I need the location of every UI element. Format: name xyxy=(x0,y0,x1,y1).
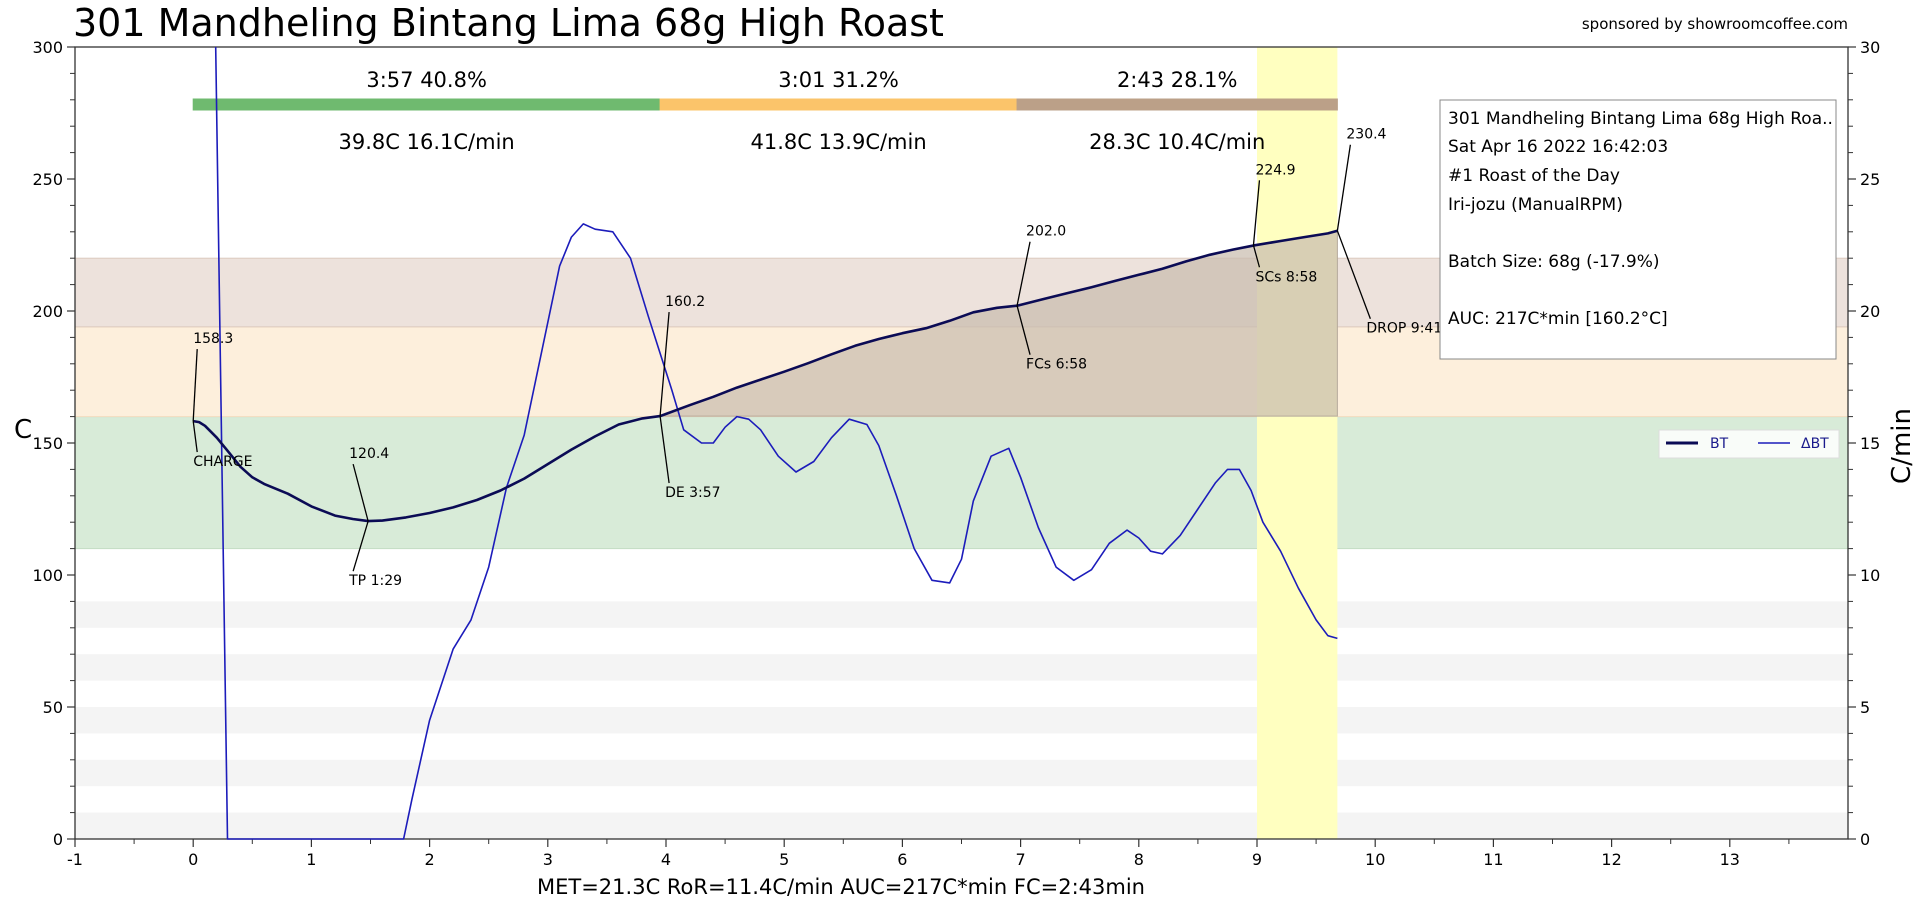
y2-tick-label: 0 xyxy=(1860,830,1870,849)
info-line-auc: AUC: 217C*min [160.2°C] xyxy=(1448,309,1668,329)
annotation-value: 120.4 xyxy=(349,446,389,462)
x-tick-label: -1 xyxy=(67,850,83,869)
chart-title: 301 Mandheling Bintang Lima 68g High Roa… xyxy=(73,1,944,45)
y-tick-label: 250 xyxy=(32,170,63,189)
y-tick-label: 200 xyxy=(32,302,63,321)
annotation-event: SCs 8:58 xyxy=(1255,269,1317,285)
phase-bar-maillard xyxy=(659,98,1018,111)
info-box-frame xyxy=(1439,99,1837,360)
drop-window-highlight xyxy=(1257,47,1338,839)
annotation-connector xyxy=(659,415,670,484)
x-tick-label: 7 xyxy=(1016,850,1026,869)
legend: BT ΔBT xyxy=(1658,429,1840,459)
x-tick-label: 10 xyxy=(1365,850,1385,869)
annotation-value: 230.4 xyxy=(1346,127,1386,143)
phase-time-label-development: 2:43 28.1% xyxy=(1117,68,1238,92)
y2-tick-label: 15 xyxy=(1860,434,1880,453)
x-axis: -1 0 1 2 3 4 5 6 7 8 9 10 11 12 13 xyxy=(67,839,1790,869)
y-tick-label: 300 xyxy=(32,38,63,57)
y-axis-title: C xyxy=(14,415,32,445)
annotation-connector xyxy=(1336,230,1371,319)
y2-tick-label: 20 xyxy=(1860,302,1880,321)
info-line-date: Sat Apr 16 2022 16:42:03 xyxy=(1448,137,1668,157)
info-box: 301 Mandheling Bintang Lima 68g High Roa… xyxy=(1439,99,1837,360)
x-tick-label: 13 xyxy=(1720,850,1740,869)
annotation-value: 160.2 xyxy=(665,294,705,310)
annotation-connector xyxy=(192,421,198,453)
phase-stats-label-maillard: 41.8C 13.9C/min xyxy=(750,130,926,154)
phase-bar-drying xyxy=(192,98,661,111)
x-tick-label: 1 xyxy=(306,850,316,869)
legend-bt-label: BT xyxy=(1710,436,1729,452)
y-axis-right: 0 5 10 15 20 25 30 xyxy=(1848,38,1880,849)
x-tick-label: 5 xyxy=(779,850,789,869)
y2-axis-title: C/min xyxy=(1887,408,1917,484)
x-tick-label: 3 xyxy=(543,850,553,869)
background-stripe xyxy=(75,759,1848,787)
annotation-event: TP 1:29 xyxy=(348,573,402,589)
annotation-connector xyxy=(659,312,670,417)
phase-bar: 3:57 40.8% 39.8C 16.1C/min 3:01 31.2% 41.8C… xyxy=(192,68,1338,154)
x-tick-label: 6 xyxy=(897,850,907,869)
x-tick-label: 0 xyxy=(188,850,198,869)
y2-tick-label: 30 xyxy=(1860,38,1880,57)
x-tick-label: 8 xyxy=(1134,850,1144,869)
annotation-connector xyxy=(1252,180,1261,246)
annotation-event: CHARGE xyxy=(193,454,252,470)
phase-time-label-maillard: 3:01 31.2% xyxy=(778,68,899,92)
bt-line xyxy=(192,229,1338,523)
background-stripe xyxy=(75,812,1848,839)
background-stripe xyxy=(75,601,1848,628)
annotation-event: DE 3:57 xyxy=(665,485,721,501)
y-axis-left: 0 50 100 150 200 250 300 xyxy=(32,38,75,849)
legend-delta-bt-label: ΔBT xyxy=(1801,436,1829,452)
event-annotations: 158.3 CHARGE 120.4 TP 1:29 160.2 DE 3:57 202.0… xyxy=(192,127,1442,589)
delta-bt-line xyxy=(214,46,1338,840)
annotation-value: 158.3 xyxy=(193,331,233,347)
x-tick-label: 11 xyxy=(1483,850,1503,869)
info-line-roast-number: #1 Roast of the Day xyxy=(1448,166,1620,186)
y2-tick-label: 5 xyxy=(1860,698,1870,717)
y2-tick-label: 10 xyxy=(1860,566,1880,585)
y-tick-label: 150 xyxy=(32,434,63,453)
annotation-connector xyxy=(352,463,369,522)
phase-time-label-drying: 3:57 40.8% xyxy=(366,68,487,92)
background-stripes xyxy=(75,601,1848,839)
info-line-title: 301 Mandheling Bintang Lima 68g High Roa… xyxy=(1448,109,1833,129)
y-tick-label: 0 xyxy=(53,830,63,849)
series-lines xyxy=(192,46,1338,840)
background-stripe xyxy=(75,654,1848,681)
phase-stats-label-development: 28.3C 10.4C/min xyxy=(1089,130,1265,154)
sponsor-text: sponsored by showroomcoffee.com xyxy=(1582,15,1848,33)
y-tick-label: 50 xyxy=(43,698,63,717)
annotation-connector xyxy=(1016,241,1031,306)
temperature-band-drying xyxy=(74,416,1849,550)
annotation-connector xyxy=(1016,305,1031,355)
x-tick-label: 4 xyxy=(661,850,671,869)
annotation-event: DROP 9:41 xyxy=(1366,321,1442,337)
y-tick-label: 100 xyxy=(32,566,63,585)
annotation-connector xyxy=(192,349,198,422)
drop-window xyxy=(1257,47,1338,839)
background-stripe xyxy=(75,707,1848,734)
phase-bar-development xyxy=(1016,98,1338,111)
x-tick-label: 12 xyxy=(1601,850,1621,869)
annotation-connector xyxy=(1252,245,1261,268)
info-line-batch-size: Batch Size: 68g (-17.9%) xyxy=(1448,252,1660,272)
annotation-value: 224.9 xyxy=(1255,162,1295,178)
footer-stats: MET=21.3C RoR=11.4C/min AUC=217C*min FC=… xyxy=(537,875,1145,899)
annotation-connector xyxy=(1336,144,1352,231)
annotation-value: 202.0 xyxy=(1026,224,1066,240)
info-line-machine: Iri-jozu (ManualRPM) xyxy=(1448,195,1623,215)
y2-tick-label: 25 xyxy=(1860,170,1880,189)
phase-stats-label-drying: 39.8C 16.1C/min xyxy=(339,130,515,154)
annotation-event: FCs 6:58 xyxy=(1026,357,1087,373)
x-tick-label: 9 xyxy=(1252,850,1262,869)
annotation-connector xyxy=(352,520,369,572)
x-tick-label: 2 xyxy=(425,850,435,869)
